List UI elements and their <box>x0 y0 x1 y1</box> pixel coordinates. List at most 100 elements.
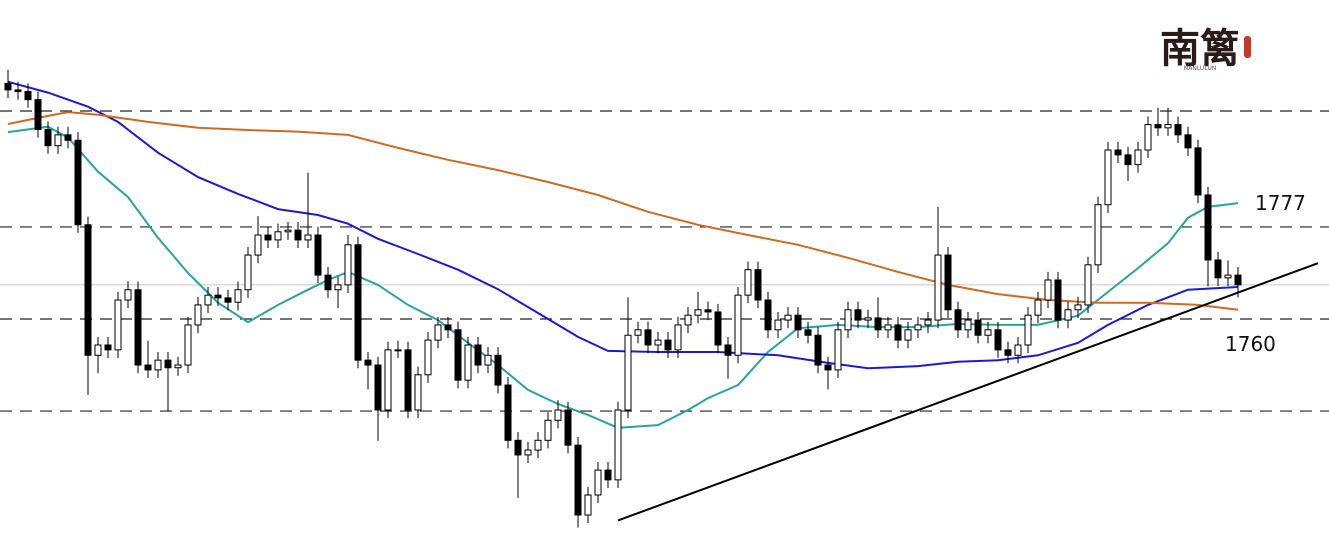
candle-body <box>254 234 262 256</box>
candle-body <box>364 359 372 366</box>
candle-body <box>24 91 32 101</box>
candle-body <box>974 319 982 336</box>
candle-body <box>1234 274 1242 286</box>
candle-body <box>694 309 702 316</box>
candle-body <box>674 324 682 351</box>
candle-body <box>164 359 172 369</box>
candle-body <box>1034 299 1042 316</box>
candle-body <box>544 419 552 441</box>
candle-body <box>594 469 602 496</box>
candle-body <box>934 254 942 321</box>
candle-body <box>1074 304 1082 311</box>
candle-body <box>434 324 442 341</box>
candle-body <box>74 139 82 226</box>
candle-body <box>804 329 812 336</box>
candle-body <box>684 314 692 326</box>
candle-body <box>174 364 182 369</box>
candle-body <box>1134 149 1142 166</box>
candle-body <box>634 329 642 336</box>
candle-body <box>874 317 882 331</box>
candle-body <box>284 229 292 233</box>
candle-body <box>584 494 592 516</box>
candle-body <box>54 134 62 147</box>
candle-body <box>894 324 902 341</box>
candle-body <box>954 309 962 331</box>
candle-body <box>104 344 112 351</box>
candle-body <box>664 339 672 351</box>
candle-body <box>344 244 352 286</box>
candle-body <box>424 339 432 376</box>
candle-body <box>404 349 412 411</box>
candle-body <box>64 134 72 141</box>
candle-body <box>234 289 242 303</box>
candle-body <box>734 294 742 356</box>
candle-body <box>124 289 132 301</box>
candle-body <box>44 128 52 147</box>
candle-body <box>1014 344 1022 356</box>
candle-body <box>14 89 22 93</box>
candle-body <box>524 449 532 456</box>
candle-body <box>564 409 572 446</box>
level-label: 1777 <box>1255 191 1306 215</box>
candle-body <box>1084 264 1092 306</box>
candle-body <box>354 244 362 361</box>
logo: 南篱 NANLULUN <box>1160 25 1251 72</box>
candle-body <box>224 297 232 303</box>
candle-body <box>554 409 562 421</box>
candle-body <box>614 409 622 481</box>
candle-body <box>924 319 932 326</box>
candle-body <box>1184 134 1192 149</box>
trendline <box>617 262 1319 522</box>
candle-body <box>854 309 862 321</box>
candle-body <box>714 311 722 346</box>
logo-text: 南篱 <box>1160 25 1240 72</box>
candle-body <box>834 329 842 371</box>
candle-body <box>1004 349 1012 356</box>
candle-body <box>414 374 422 411</box>
candle-body <box>264 234 272 241</box>
candle-body <box>814 334 822 366</box>
candle-body <box>1094 204 1102 266</box>
logo-subtext: NANLULUN <box>1184 65 1216 72</box>
candle-body <box>784 314 792 321</box>
candle-body <box>534 439 542 451</box>
candle-body <box>1154 124 1162 129</box>
candle-body <box>134 289 142 366</box>
candle-body <box>194 304 202 326</box>
candle-body <box>904 329 912 341</box>
candle-body <box>914 324 922 331</box>
candle-body <box>1054 279 1062 321</box>
candle-body <box>604 469 612 481</box>
candle-body <box>1104 149 1112 206</box>
candle-body <box>144 364 152 371</box>
candle-body <box>4 82 12 91</box>
candle-body <box>1064 309 1072 321</box>
candle-body <box>864 317 872 321</box>
candle-body <box>324 274 332 291</box>
candle-body <box>764 299 772 331</box>
candle-body <box>494 354 502 386</box>
moving-average <box>7 80 1239 370</box>
candle-body <box>724 344 732 356</box>
candle-body <box>1144 124 1152 151</box>
candle-body <box>1174 124 1182 136</box>
candle-body <box>314 234 322 276</box>
candle-body <box>884 324 892 331</box>
candle-body <box>1124 154 1132 166</box>
candle-body <box>294 229 302 241</box>
moving-average <box>7 125 1239 429</box>
candle-body <box>824 364 832 371</box>
candle-body <box>464 344 472 381</box>
candle-body <box>1214 259 1222 279</box>
candle-body <box>704 309 712 313</box>
candle-body <box>384 349 392 411</box>
candle-body <box>94 344 102 356</box>
candle-body <box>964 319 972 331</box>
candle-body <box>774 319 782 331</box>
candle-body <box>454 329 462 381</box>
candle-body <box>1224 274 1232 279</box>
candle-body <box>154 359 162 371</box>
candle-body <box>1114 149 1122 156</box>
candle-body <box>794 314 802 331</box>
